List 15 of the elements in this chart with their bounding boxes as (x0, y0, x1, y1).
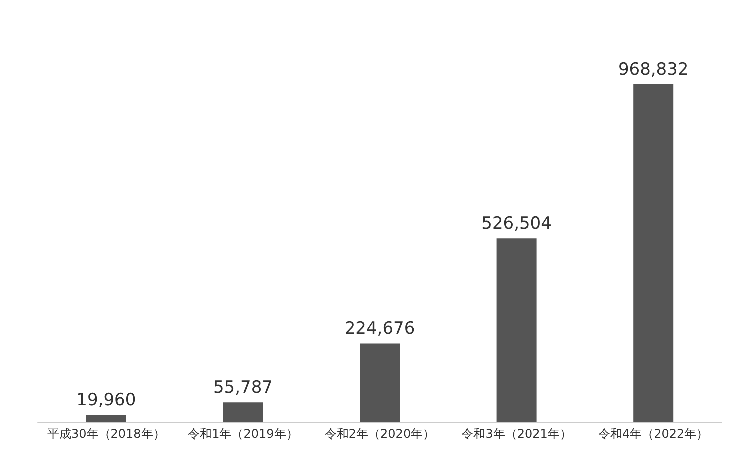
bar (223, 402, 264, 422)
bar (634, 84, 674, 422)
data-label: 55,787 (213, 378, 273, 398)
bar (360, 344, 400, 422)
bar (496, 238, 537, 422)
data-label: 526,504 (482, 214, 552, 234)
x-tick-label: 平成30年（2018年） (47, 427, 166, 441)
x-tick-label: 令和3年（2021年） (462, 427, 572, 441)
data-label: 224,676 (344, 319, 416, 340)
x-tick-label: 令和4年（2022年） (598, 427, 709, 441)
data-label: 968,832 (618, 60, 689, 80)
data-label: 19,960 (76, 390, 136, 411)
x-tick-label: 令和1年（2019年） (188, 427, 298, 441)
bar (86, 415, 126, 422)
x-tick-label: 令和2年（2020年） (324, 427, 436, 441)
